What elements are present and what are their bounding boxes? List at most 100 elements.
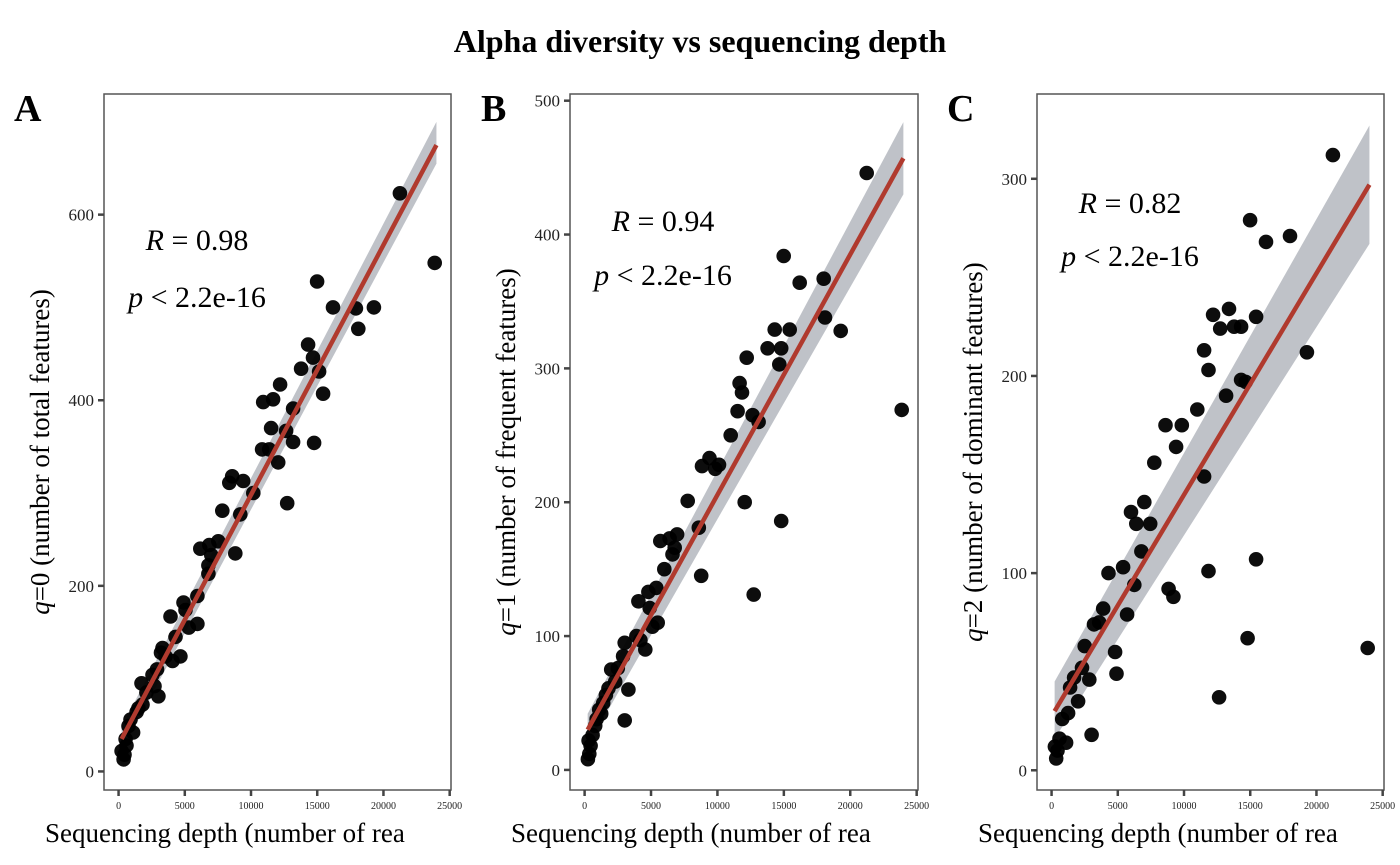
data-point — [1048, 751, 1064, 766]
x-tick-label: 15000 — [305, 801, 330, 812]
data-point — [1123, 504, 1139, 520]
y-tick-label: 0 — [86, 762, 95, 781]
data-point — [163, 609, 178, 624]
data-point — [1201, 362, 1216, 378]
data-point — [1205, 307, 1221, 323]
data-point — [1174, 417, 1190, 433]
data-point — [694, 458, 710, 474]
data-point — [730, 403, 745, 419]
data-point — [817, 310, 833, 325]
data-point — [776, 248, 791, 264]
data-point — [1084, 727, 1099, 743]
data-point — [1325, 147, 1341, 163]
data-point — [1190, 402, 1205, 417]
data-point — [1101, 565, 1116, 581]
y-axis-label: q=2 (number of dominant features) — [958, 262, 988, 642]
y-tick-label: 600 — [69, 206, 95, 225]
data-point — [1248, 552, 1264, 567]
regression-line — [585, 157, 906, 731]
data-point — [228, 546, 243, 561]
data-point — [293, 361, 309, 377]
data-point — [1221, 301, 1237, 317]
data-point — [693, 568, 709, 584]
panel-letter: A — [14, 88, 42, 130]
x-tick-label: 15000 — [1238, 801, 1263, 812]
data-point — [1047, 739, 1063, 754]
data-point — [1212, 321, 1228, 336]
y-tick-label: 400 — [535, 226, 561, 245]
data-point — [1147, 455, 1162, 471]
data-point — [603, 662, 619, 677]
data-point — [1299, 345, 1315, 360]
data-point — [272, 377, 288, 392]
x-tick-label: 20000 — [838, 801, 863, 812]
data-point — [617, 635, 632, 651]
data-point — [1218, 388, 1234, 404]
y-tick-label: 0 — [552, 761, 561, 780]
data-point — [1240, 630, 1255, 646]
plot-frame — [103, 93, 452, 791]
y-tick-label: 200 — [69, 577, 95, 596]
correlation-label: R = 0.94 — [611, 205, 715, 238]
y-axis-label: q=1 (number of frequent features) — [491, 268, 521, 636]
data-point — [621, 682, 636, 697]
y-tick-label: 200 — [1002, 367, 1028, 386]
data-point — [315, 386, 331, 402]
x-tick-label: 25000 — [904, 801, 929, 812]
data-point — [734, 385, 750, 400]
y-tick-label: 0 — [1019, 761, 1028, 780]
x-axis-label: Sequencing depth (number of rea — [45, 818, 405, 848]
p-value-label: p < 2.2e-16 — [592, 259, 732, 292]
data-point — [1119, 607, 1135, 622]
p-value-label: p < 2.2e-16 — [126, 281, 266, 314]
data-point — [427, 255, 443, 271]
data-point — [366, 300, 382, 315]
data-point — [657, 561, 672, 577]
data-point — [1077, 638, 1092, 654]
data-point — [215, 503, 230, 518]
data-point — [760, 341, 775, 356]
data-point — [1360, 640, 1375, 656]
data-point — [782, 322, 797, 337]
data-point — [723, 428, 738, 443]
data-point — [833, 323, 848, 339]
data-point — [305, 350, 321, 365]
data-point — [767, 322, 782, 337]
data-point — [1196, 469, 1212, 484]
data-point — [1166, 589, 1181, 605]
data-point — [263, 420, 279, 436]
data-point — [772, 357, 787, 372]
regression-line — [1052, 183, 1372, 713]
data-point — [1082, 672, 1097, 687]
data-point — [638, 642, 653, 657]
data-point — [665, 547, 680, 562]
plot-frame — [1036, 93, 1385, 791]
data-point — [773, 513, 789, 529]
data-point — [1142, 516, 1158, 532]
data-point — [1054, 711, 1070, 727]
panel-a: A 0 200 400 600 0 5000 10000 15000 20000 25000 R = … — [14, 88, 462, 848]
data-point — [894, 402, 909, 418]
data-point — [1070, 694, 1086, 709]
data-point — [792, 275, 807, 291]
data-point — [300, 337, 316, 352]
data-point — [270, 455, 286, 470]
data-point — [325, 300, 341, 315]
y-tick-label: 100 — [535, 627, 561, 646]
data-point — [631, 594, 646, 609]
data-point — [739, 350, 754, 366]
data-point — [255, 394, 271, 410]
data-point — [859, 165, 874, 181]
x-tick-label: 20000 — [371, 801, 396, 812]
y-tick-label: 500 — [535, 92, 561, 111]
data-point — [680, 493, 695, 509]
y-tick-label: 400 — [69, 391, 95, 410]
x-tick-label: 15000 — [771, 801, 796, 812]
x-axis-label: Sequencing depth (number of rea — [978, 818, 1338, 848]
data-point — [1201, 563, 1216, 579]
y-tick-label: 100 — [1002, 564, 1028, 583]
x-tick-label: 25000 — [1370, 801, 1395, 812]
data-point — [580, 751, 596, 767]
data-point — [1226, 319, 1242, 335]
data-point — [653, 533, 668, 549]
